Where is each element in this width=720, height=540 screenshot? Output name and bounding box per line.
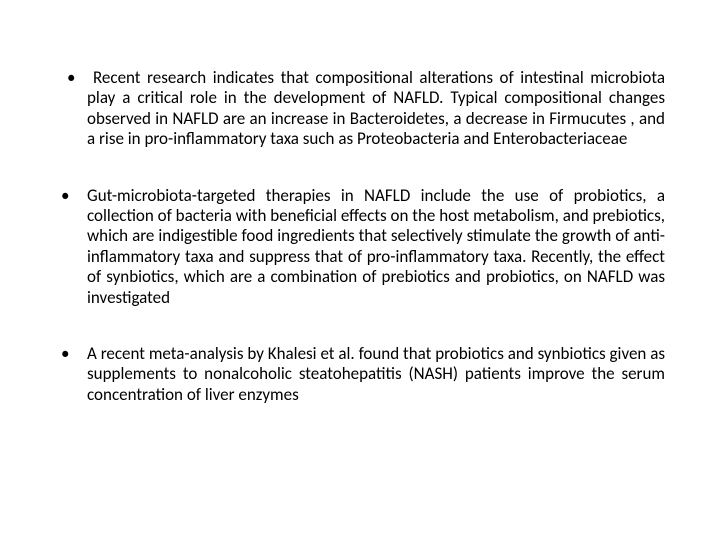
bullet-item: Recent research indicates that compositi… xyxy=(55,68,665,150)
bullet-list: Recent research indicates that compositi… xyxy=(55,68,665,405)
bullet-text: A recent meta-analysis by Khalesi et al.… xyxy=(87,343,665,405)
bullet-text: Gut-microbiota-targeted therapies in NAF… xyxy=(87,185,665,308)
bullet-text: Recent research indicates that compositi… xyxy=(87,67,665,149)
bullet-item: Gut-microbiota-targeted therapies in NAF… xyxy=(55,186,665,308)
bullet-item: A recent meta-analysis by Khalesi et al.… xyxy=(55,344,665,405)
